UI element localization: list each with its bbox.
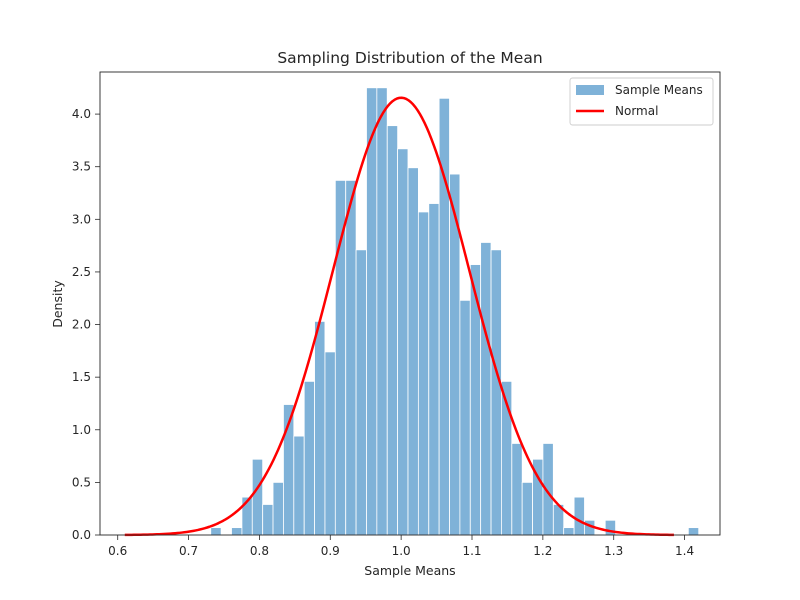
legend-box bbox=[569, 77, 714, 126]
y-tick-label-5: 2.5 bbox=[72, 265, 91, 279]
y-tick-label-2: 1.0 bbox=[72, 423, 91, 437]
y-ticks: 0.0 0.5 1.0 1.5 2.0 2.5 3.0 3.5 4.0 bbox=[72, 107, 100, 542]
histogram-bar-12 bbox=[345, 179, 357, 536]
histogram-bar-16 bbox=[386, 125, 399, 536]
histogram-bar-33 bbox=[563, 527, 575, 536]
y-tick-label-0: 0.0 bbox=[72, 528, 91, 542]
y-tick-label-1: 0.5 bbox=[72, 475, 91, 489]
histogram-bar-17 bbox=[397, 148, 409, 536]
histogram-bar-20 bbox=[428, 203, 440, 536]
histogram-bar-28 bbox=[511, 443, 523, 536]
y-tick-label-8: 4.0 bbox=[72, 107, 91, 121]
histogram-bar-5 bbox=[272, 481, 284, 536]
histogram-bar-15 bbox=[376, 87, 388, 536]
x-tick-label-3: 0.9 bbox=[321, 544, 340, 558]
x-tick-label-4: 1.0 bbox=[392, 544, 411, 558]
x-tick-label-5: 1.1 bbox=[462, 544, 481, 558]
legend-swatch-sample-means bbox=[576, 85, 604, 95]
histogram-bar-9 bbox=[314, 320, 326, 536]
x-tick-label-6: 1.2 bbox=[533, 544, 552, 558]
histogram-bar-37 bbox=[687, 527, 700, 536]
histogram-bar-1 bbox=[231, 527, 243, 536]
histogram-bar-10 bbox=[324, 351, 336, 536]
x-ticks: 0.6 0.7 0.8 0.9 1.0 1.1 1.2 1.3 1.4 bbox=[108, 535, 694, 558]
histogram-bar-7 bbox=[293, 435, 305, 536]
y-tick-label-3: 1.5 bbox=[72, 370, 91, 384]
histogram-bar-19 bbox=[417, 211, 430, 536]
legend-label-normal: Normal bbox=[615, 104, 658, 118]
legend-label-sample-means: Sample Means bbox=[615, 83, 703, 97]
y-tick-label-7: 3.5 bbox=[72, 160, 91, 174]
histogram-bar-13 bbox=[355, 249, 367, 536]
histogram-bar-25 bbox=[480, 242, 492, 536]
histogram-bar-23 bbox=[459, 299, 471, 536]
histogram-bar-14 bbox=[366, 87, 378, 536]
x-tick-label-8: 1.4 bbox=[675, 544, 694, 558]
histogram-bar-34 bbox=[573, 496, 585, 536]
x-tick-label-2: 0.8 bbox=[250, 544, 269, 558]
x-tick-label-7: 1.3 bbox=[604, 544, 623, 558]
x-axis-label: Sample Means bbox=[364, 563, 455, 578]
histogram-bar-29 bbox=[521, 481, 533, 536]
histogram-bar-18 bbox=[407, 167, 419, 536]
x-tick-label-0: 0.6 bbox=[108, 544, 127, 558]
chart-title: Sampling Distribution of the Mean bbox=[277, 49, 542, 67]
normal-curve bbox=[124, 96, 674, 537]
histogram-bar-4 bbox=[262, 504, 274, 536]
histogram-bar-11 bbox=[334, 179, 347, 536]
histogram-bar-26 bbox=[490, 249, 502, 536]
y-tick-label-6: 3.0 bbox=[72, 212, 91, 226]
y-tick-label-4: 2.0 bbox=[72, 318, 91, 332]
legend: Sample Means Normal bbox=[569, 77, 714, 126]
y-axis-label: Density bbox=[50, 280, 65, 328]
x-tick-label-1: 0.7 bbox=[179, 544, 198, 558]
plot-frame bbox=[99, 71, 721, 536]
histogram-bar-0 bbox=[210, 527, 222, 536]
histogram-bar-8 bbox=[303, 380, 315, 536]
normal-curve-group bbox=[124, 96, 674, 537]
histogram-bar-3 bbox=[251, 458, 264, 536]
